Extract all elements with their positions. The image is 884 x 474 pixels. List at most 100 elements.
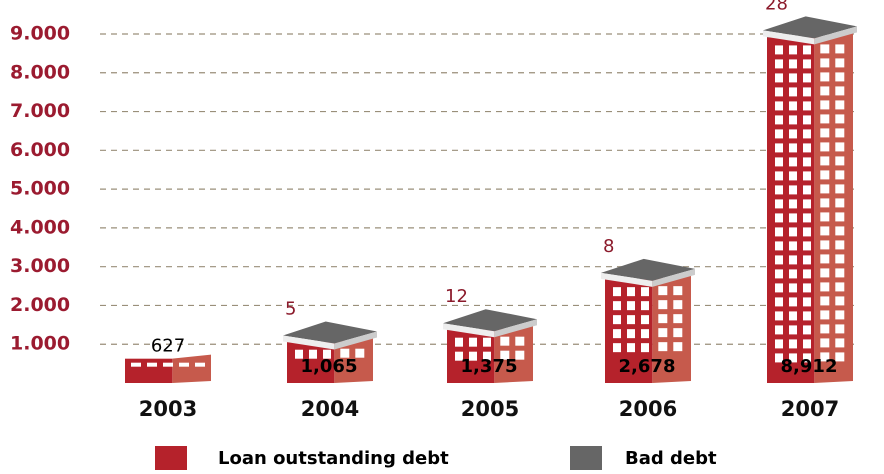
window — [641, 329, 649, 338]
x-tick-label: 2004 — [301, 397, 359, 421]
window — [789, 255, 797, 264]
window — [147, 363, 157, 367]
window — [179, 363, 189, 367]
window — [820, 212, 829, 221]
window — [469, 338, 477, 347]
x-tick-label: 2007 — [781, 397, 839, 421]
window — [820, 226, 829, 235]
legend-swatch — [570, 446, 602, 470]
value-label: 8,912 — [781, 356, 838, 377]
window — [789, 59, 797, 68]
window — [789, 283, 797, 292]
window — [820, 44, 829, 53]
window — [820, 254, 829, 263]
window — [803, 143, 811, 152]
y-tick-label: 7.000 — [10, 100, 70, 122]
window — [835, 44, 844, 53]
window — [820, 198, 829, 207]
window — [803, 115, 811, 124]
window — [673, 314, 682, 323]
window — [820, 324, 829, 333]
window — [835, 310, 844, 319]
window — [789, 325, 797, 334]
value-label: 28 — [765, 0, 788, 14]
window — [835, 268, 844, 277]
window — [789, 199, 797, 208]
window — [803, 129, 811, 138]
window — [775, 101, 783, 110]
window — [775, 269, 783, 278]
window — [500, 337, 509, 346]
window — [789, 73, 797, 82]
window — [627, 329, 635, 338]
window — [163, 363, 173, 367]
window — [775, 115, 783, 124]
window — [820, 282, 829, 291]
window — [613, 301, 621, 310]
window — [775, 227, 783, 236]
window — [835, 338, 844, 347]
window — [641, 287, 649, 296]
window — [803, 325, 811, 334]
window — [820, 128, 829, 137]
window — [789, 269, 797, 278]
window — [789, 115, 797, 124]
window — [789, 227, 797, 236]
window — [820, 142, 829, 151]
value-label: 2,678 — [619, 356, 676, 377]
window — [835, 240, 844, 249]
window — [613, 287, 621, 296]
building-side — [814, 33, 853, 383]
window — [641, 343, 649, 352]
y-tick-label: 8.000 — [10, 61, 70, 83]
value-label: 1,375 — [461, 356, 518, 377]
window — [820, 268, 829, 277]
window — [673, 342, 682, 351]
window — [775, 283, 783, 292]
window — [613, 315, 621, 324]
window — [775, 129, 783, 138]
window — [835, 212, 844, 221]
legend-label: Bad debt — [625, 448, 717, 469]
window — [820, 72, 829, 81]
window — [789, 45, 797, 54]
window — [775, 45, 783, 54]
window — [835, 198, 844, 207]
window — [803, 297, 811, 306]
window — [803, 45, 811, 54]
window — [673, 300, 682, 309]
window — [775, 297, 783, 306]
window — [627, 315, 635, 324]
window — [803, 101, 811, 110]
y-tick-label: 9.000 — [10, 23, 70, 45]
value-label: 12 — [445, 286, 468, 307]
window — [627, 343, 635, 352]
window — [483, 338, 491, 347]
window — [803, 157, 811, 166]
window — [835, 156, 844, 165]
window — [820, 114, 829, 123]
window — [455, 338, 463, 347]
window — [820, 170, 829, 179]
window — [775, 311, 783, 320]
window — [820, 240, 829, 249]
window — [673, 328, 682, 337]
window — [803, 171, 811, 180]
y-tick-label: 4.000 — [10, 216, 70, 238]
value-label: 5 — [285, 299, 296, 320]
window — [789, 157, 797, 166]
window — [820, 184, 829, 193]
window — [775, 87, 783, 96]
window — [195, 363, 205, 367]
window — [775, 339, 783, 348]
value-label: 627 — [151, 336, 185, 357]
y-tick-label: 5.000 — [10, 178, 70, 200]
y-tick-label: 2.000 — [10, 294, 70, 316]
window — [835, 142, 844, 151]
window — [673, 286, 682, 295]
window — [835, 128, 844, 137]
y-tick-label: 1.000 — [10, 333, 70, 355]
window — [775, 325, 783, 334]
window — [835, 226, 844, 235]
window — [820, 338, 829, 347]
